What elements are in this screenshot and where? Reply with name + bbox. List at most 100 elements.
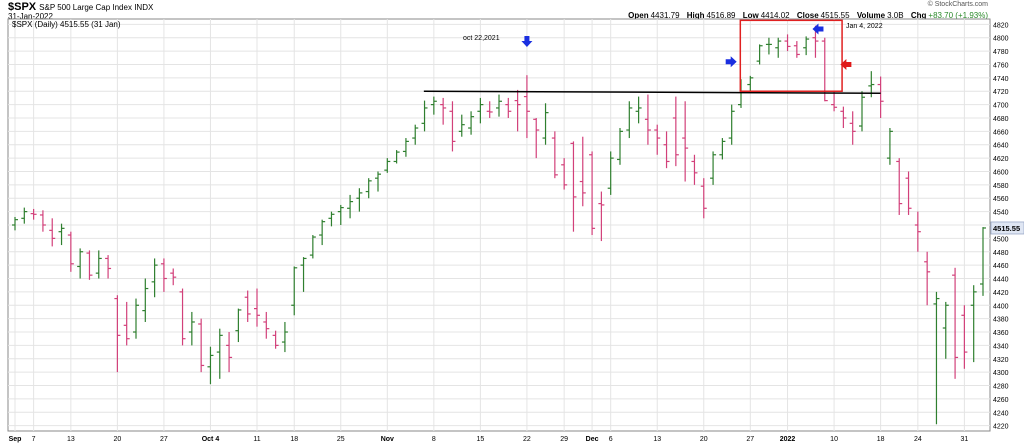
y-tick-label: 4660 [993,129,1009,136]
x-tick-label: 13 [67,436,75,443]
ohlc-bar [589,151,596,236]
chart-date: 31-Jan-2022 [8,12,53,21]
quote-bar: Open 4431.79 High 4516.89 Low 4414.02 Close… [628,11,988,20]
y-tick-label: 4540 [993,210,1009,217]
ohlc-bar [328,211,335,227]
ohlc-bar [793,41,800,58]
ohlc-bar [412,124,419,145]
y-tick-label: 4220 [993,424,1009,431]
annotations: 4515.55 [423,19,1024,235]
ohlc-bar [607,151,614,195]
x-tick-label: 7 [32,436,36,443]
ohlc-bar [263,311,270,339]
ohlc-bar [198,318,205,373]
red-left-arrow-icon [840,58,852,70]
ohlc-bar [458,114,465,137]
y-tick-label: 4760 [993,62,1009,69]
left-arrow-icon [812,23,824,35]
price-bars [12,25,986,425]
ohlc-bar [905,171,912,215]
ohlc-bar [337,204,344,225]
ohlc-bar [133,298,139,339]
ohlc-bar [356,188,363,212]
x-tick-label: 15 [476,436,484,443]
ohlc-bar [30,208,37,220]
resistance-line [423,90,881,94]
ohlc-bar [235,308,242,343]
y-tick-label: 4380 [993,317,1009,324]
ohlc-bar [775,37,782,58]
grid [8,19,990,431]
y-tick-label: 4300 [993,370,1009,377]
symbol: $SPX S&P 500 Large Cap Index INDX [8,1,153,13]
ohlc-bar [151,258,158,298]
ohlc-bar [756,44,763,65]
ohlc-bar [924,251,931,306]
ohlc-bar [67,231,74,272]
volume-label: Volume [856,11,886,20]
ohlc-bar [784,34,791,52]
x-tick-label: 8 [432,436,436,443]
chart-title: $SPX (Daily) 4515.55 (31 Jan) [12,20,121,29]
x-tick-label: 31 [960,436,968,443]
y-tick-label: 4440 [993,277,1009,284]
ohlc-bar [468,111,475,135]
ohlc-bar [970,285,977,363]
down-arrow-icon [521,36,533,47]
ohlc-bar [114,295,121,373]
y-tick-label: 4400 [993,303,1009,310]
ohlc-bar [700,178,707,219]
close-value: 4515.55 [820,11,850,20]
ohlc-bar [375,171,381,192]
ohlc-bar [859,91,865,132]
low-value: 4414.02 [760,11,790,20]
oct-annotation: oct 22,2021 [463,35,500,42]
ohlc-bar [254,288,260,327]
ohlc-bar [365,178,372,199]
ohlc-bar [179,288,186,346]
ohlc-bar [477,97,484,124]
ohlc-bar [95,250,102,279]
ohlc-bar [617,128,623,165]
y-tick-label: 4720 [993,89,1009,96]
ohlc-bar [914,211,921,252]
ohlc-bar [691,154,698,185]
ohlc-bar [449,101,456,152]
ohlc-bar [728,104,735,145]
x-tick-label: 13 [653,436,661,443]
x-tick-label: Nov [381,436,394,443]
ohlc-bar [849,111,856,145]
x-tick-label: 24 [914,436,922,443]
ohlc-bar [39,210,46,232]
ohlc-bar [440,97,447,125]
ohlc-bar [21,207,28,224]
y-tick-label: 4560 [993,196,1009,203]
y-tick-label: 4620 [993,156,1009,163]
ohlc-bar [170,268,177,286]
chg-value: +83.70 (+1.93%) [928,11,988,20]
ohlc-bar [635,96,642,124]
y-tick-label: 4260 [993,397,1009,404]
x-tick-label: 11 [253,436,260,443]
y-tick-label: 4800 [993,36,1009,43]
y-tick-label: 4240 [993,410,1009,417]
x-tick-label: 22 [523,436,531,443]
ohlc-bar [281,321,288,353]
ohlc-bar [58,223,65,246]
x-tick-label: 27 [160,436,168,443]
ohlc-bar [663,131,670,169]
ohlc-bar [514,89,521,132]
y-tick-label: 4700 [993,103,1009,110]
open-value: 4431.79 [650,11,680,20]
ohlc-bar [942,301,949,359]
ohlc-bar [626,101,633,139]
y-tick-label: 4280 [993,384,1009,391]
ohlc-bar [933,291,940,425]
ohlc-bar [123,301,130,346]
y-tick-label: 4360 [993,330,1009,337]
ohlc-bar [430,96,437,115]
symbol-name: S&P 500 Large Cap Index INDX [39,3,153,12]
ohlc-bar [291,266,298,316]
ohlc-bar [765,37,772,55]
ohlc-bar [300,257,307,292]
